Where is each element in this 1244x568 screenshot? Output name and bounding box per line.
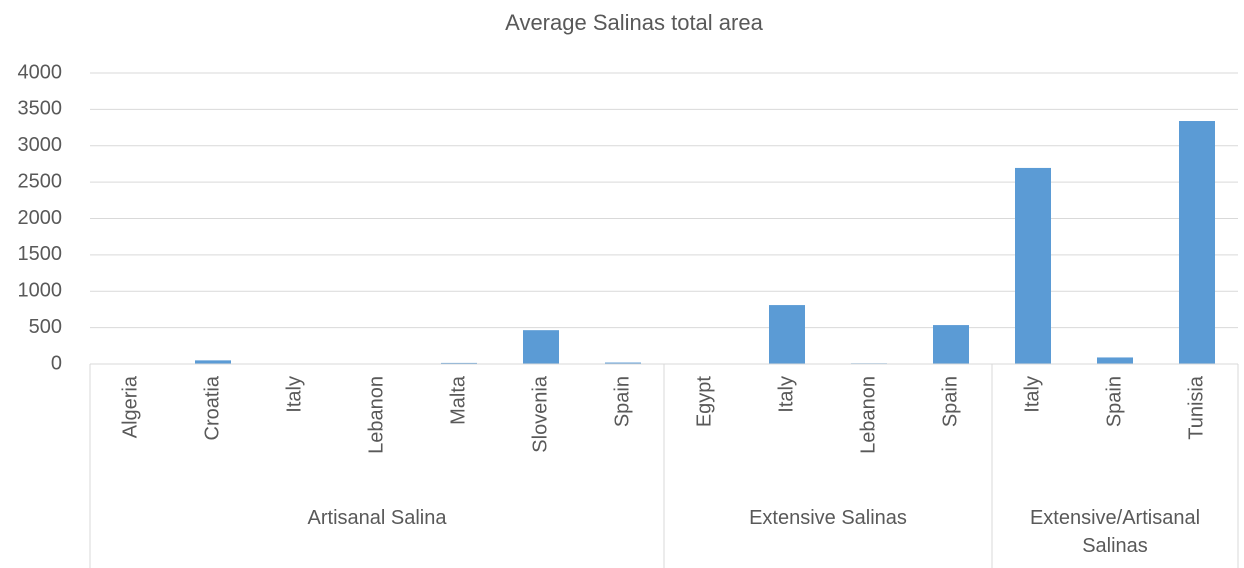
y-tick-label: 500 — [29, 316, 62, 338]
x-tick-label: Malta — [447, 375, 469, 425]
y-tick-label: 1500 — [18, 243, 63, 265]
bar — [1015, 167, 1051, 364]
x-tick-label: Egypt — [693, 376, 715, 428]
x-tick-label: Lebanon — [857, 376, 879, 454]
group-label: Extensive Salinas — [749, 507, 907, 529]
x-tick-label: Italy — [1021, 376, 1043, 413]
y-tick-label: 3500 — [18, 98, 63, 120]
x-tick-label: Italy — [283, 376, 305, 413]
bar — [1097, 357, 1133, 364]
y-tick-label: 4000 — [18, 61, 63, 83]
bar — [605, 362, 641, 364]
y-tick-label: 3000 — [18, 134, 63, 156]
y-tick-label: 1000 — [18, 280, 63, 302]
x-tick-label: Tunisia — [1185, 375, 1207, 440]
x-tick-label: Spain — [1103, 376, 1125, 427]
bar — [523, 330, 559, 364]
x-tick-label: Croatia — [201, 375, 223, 440]
bar — [441, 362, 477, 364]
x-tick-label: Slovenia — [529, 375, 551, 453]
bar — [933, 325, 969, 364]
bar — [769, 305, 805, 364]
y-tick-label: 2500 — [18, 170, 63, 192]
y-tick-label: 2000 — [18, 207, 63, 229]
group-label: Artisanal Salina — [307, 507, 447, 529]
x-tick-label: Lebanon — [365, 376, 387, 454]
x-tick-label: Spain — [939, 376, 961, 427]
x-tick-label: Algeria — [119, 375, 141, 438]
x-tick-label: Spain — [611, 376, 633, 427]
chart-title: Average Salinas total area — [505, 10, 763, 35]
x-tick-label: Italy — [775, 376, 797, 413]
y-tick-label: 0 — [51, 352, 62, 374]
bar — [1179, 121, 1215, 364]
group-label: Extensive/Artisanal Salinas — [1029, 507, 1201, 557]
bar — [195, 360, 231, 364]
